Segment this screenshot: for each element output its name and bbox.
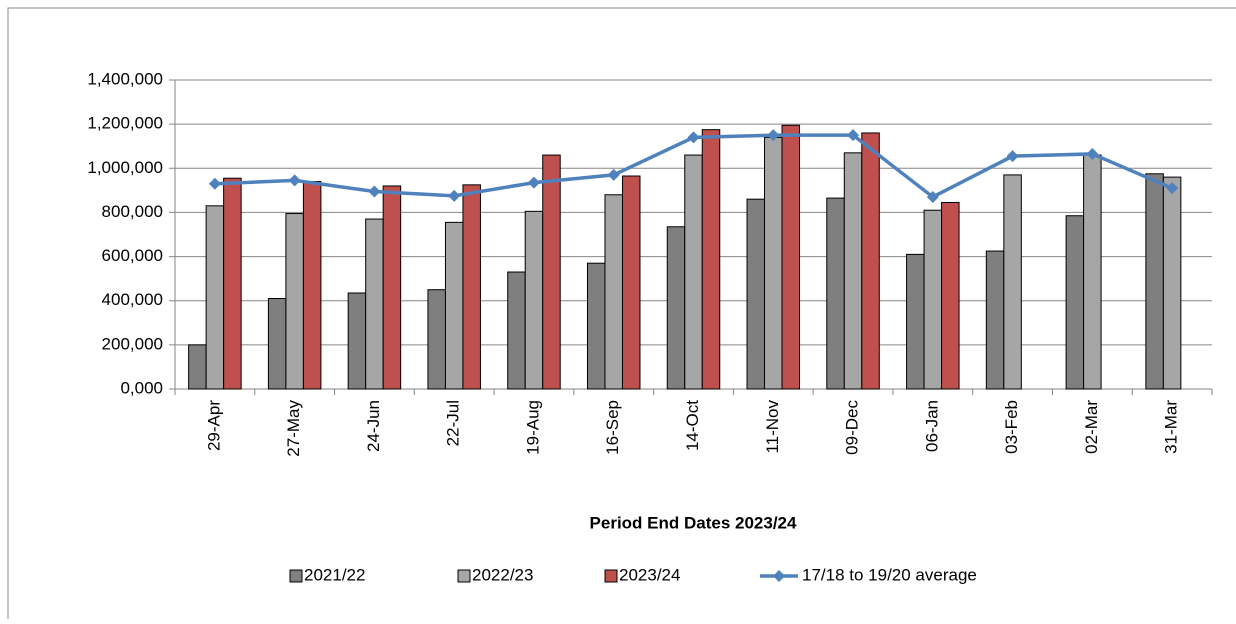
bar — [826, 197, 845, 390]
bar — [764, 136, 783, 390]
bar — [1162, 176, 1182, 390]
legend-swatch — [289, 569, 303, 583]
bar — [781, 124, 801, 390]
line-marker — [607, 168, 620, 181]
bar — [365, 218, 384, 390]
line-marker — [687, 131, 700, 144]
x-tick-label: 22-Jul — [444, 400, 463, 446]
line-marker — [1006, 150, 1019, 163]
bar — [285, 213, 304, 390]
bar — [223, 177, 242, 390]
bar — [267, 298, 287, 390]
line-marker — [368, 185, 381, 198]
legend-swatch — [457, 569, 471, 583]
x-axis-title: Period End Dates 2023/24 — [590, 513, 797, 532]
y-tick-label: 800,000 — [102, 202, 163, 221]
y-tick-label: 200,000 — [102, 334, 163, 353]
line-marker — [448, 189, 461, 202]
legend-swatch — [604, 569, 618, 583]
bar — [524, 210, 544, 390]
line-marker — [1086, 147, 1099, 160]
line-marker — [767, 129, 780, 142]
bar — [923, 209, 943, 390]
bar — [382, 185, 402, 390]
bar — [666, 226, 686, 390]
x-tick-label: 29-Apr — [204, 400, 223, 451]
y-tick-label: 400,000 — [102, 290, 163, 309]
bar — [462, 184, 481, 390]
y-tick-label: 1,400,000 — [87, 69, 163, 88]
legend-label: 2021/22 — [304, 565, 365, 584]
bar — [507, 271, 526, 390]
y-tick-label: 1,000,000 — [87, 158, 163, 177]
line-marker — [847, 129, 860, 142]
legend-label: 2023/24 — [619, 565, 680, 584]
bar — [941, 201, 960, 390]
y-tick-label: 600,000 — [102, 246, 163, 265]
bar — [621, 175, 641, 390]
bar — [861, 132, 880, 390]
bar — [205, 205, 225, 390]
y-tick-label: 1,200,000 — [87, 114, 163, 133]
x-tick-label: 27-May — [284, 400, 303, 457]
x-tick-label: 14-Oct — [683, 400, 702, 451]
x-tick-label: 02-Mar — [1082, 400, 1101, 454]
bar — [985, 250, 1005, 390]
bar — [1065, 215, 1085, 390]
x-tick-label: 06-Jan — [922, 400, 941, 452]
line-marker — [288, 174, 301, 187]
bar — [843, 152, 863, 390]
x-tick-label: 03-Feb — [1002, 400, 1021, 454]
x-tick-label: 31-Mar — [1162, 400, 1181, 454]
x-tick-label: 16-Sep — [603, 400, 622, 455]
legend-label: 2022/23 — [472, 565, 533, 584]
bar — [188, 344, 207, 390]
bar — [701, 129, 721, 390]
y-tick-label: 0,000 — [120, 378, 163, 397]
x-tick-label: 19-Aug — [523, 400, 542, 455]
x-tick-label: 24-Jun — [364, 400, 383, 452]
line-marker — [1166, 182, 1179, 195]
legend-swatch — [773, 570, 785, 582]
line-marker — [527, 176, 540, 189]
bar — [1003, 174, 1022, 390]
legend-label: 17/18 to 19/20 average — [802, 565, 977, 584]
bar — [684, 154, 703, 390]
bar — [1083, 154, 1102, 390]
bar — [1145, 173, 1164, 390]
line-marker — [208, 177, 221, 190]
bar — [906, 253, 925, 390]
chart-frame — [7, 7, 1236, 624]
bar — [746, 198, 766, 390]
bar — [542, 154, 561, 390]
bar — [347, 292, 367, 390]
bar — [444, 221, 464, 390]
bar — [604, 194, 623, 390]
line-marker — [926, 190, 939, 203]
bar — [302, 181, 322, 390]
bar — [586, 262, 606, 390]
x-tick-label: 09-Dec — [843, 400, 862, 455]
bar — [427, 289, 446, 390]
x-tick-label: 11-Nov — [763, 400, 782, 454]
